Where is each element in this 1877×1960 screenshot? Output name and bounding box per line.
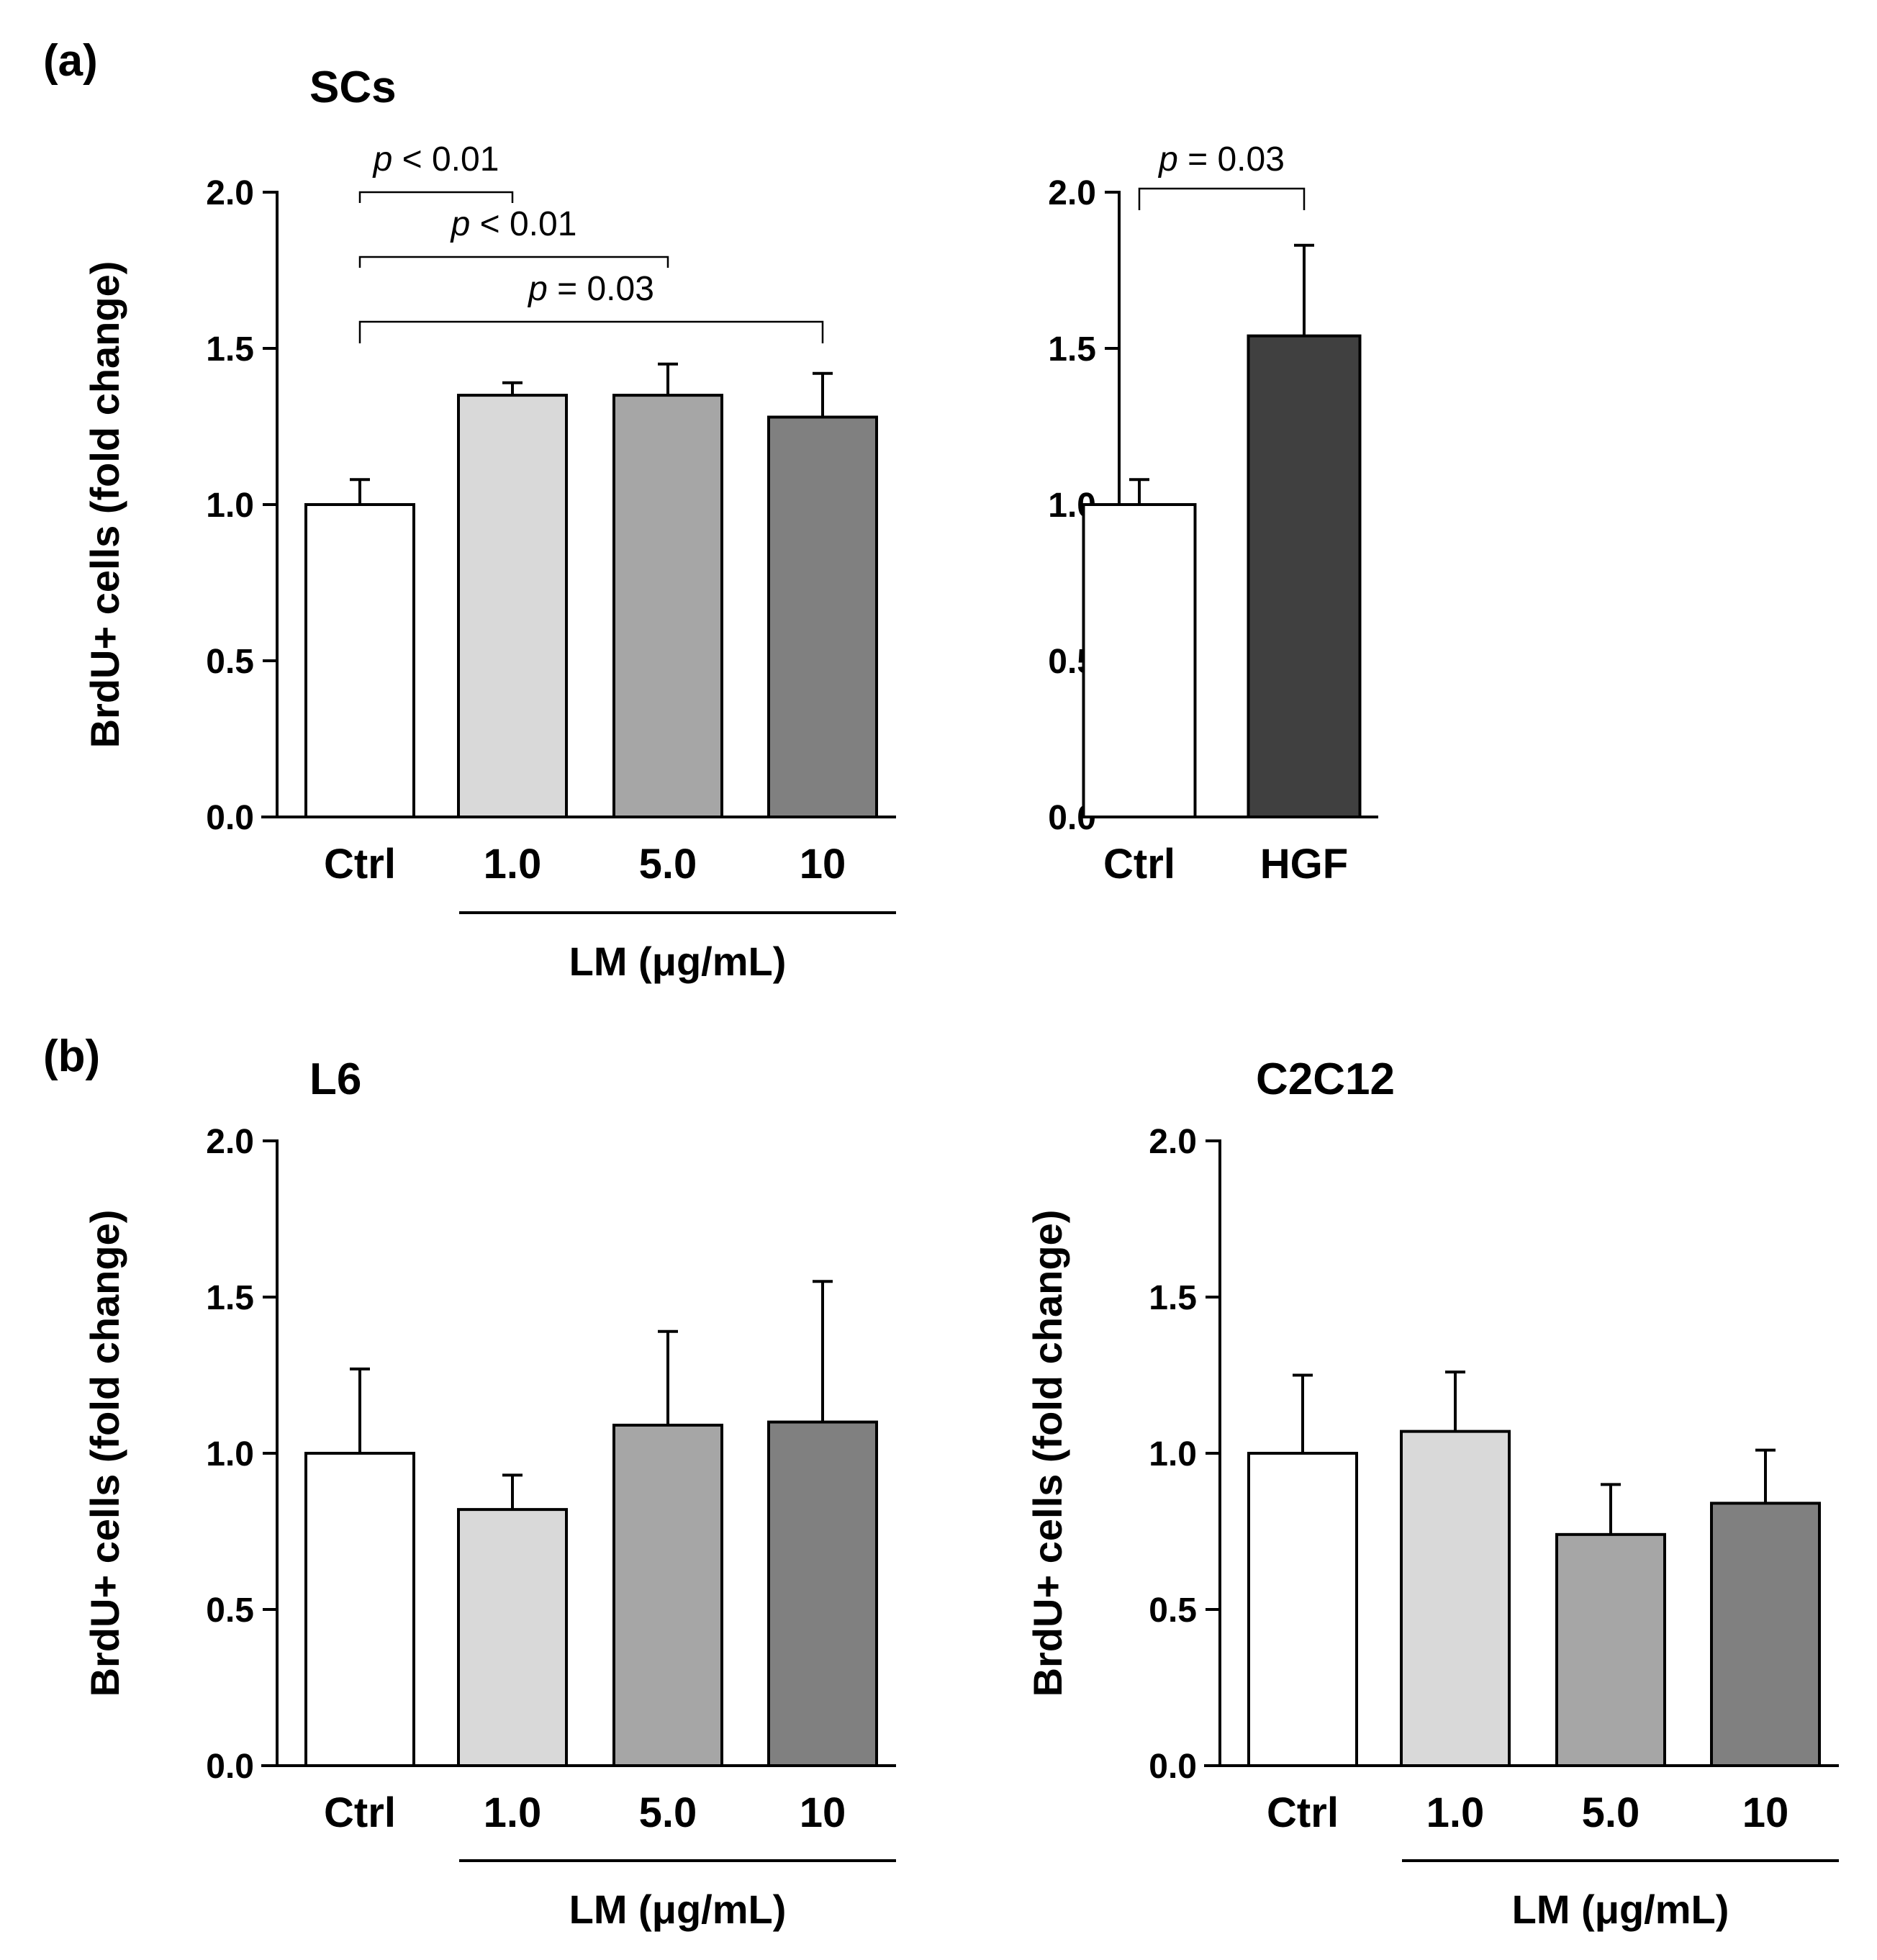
bar-1.0 [457,394,568,818]
bar-Ctrl [1082,503,1197,818]
x-tick-label: 1.0 [484,841,542,888]
x-tick-label: 10 [800,1789,846,1836]
group-label: LM (μg/mL) [569,1887,787,1932]
bar-10 [1710,1501,1821,1767]
y-tick-label: 1.5 [1149,1279,1197,1317]
y-tick-label: 1.5 [206,330,254,369]
panel-label-b: (b) [43,1031,100,1081]
y-tick-label: 1.5 [1048,330,1096,369]
x-tick-label: 5.0 [639,1789,697,1836]
p-value-label: p < 0.01 [372,140,499,179]
x-tick-label: 5.0 [1582,1789,1640,1836]
x-tick-label: 10 [800,841,846,888]
x-tick-label: 10 [1742,1789,1789,1836]
p-value-label: p = 0.03 [1157,140,1285,179]
p-value-label: p = 0.03 [527,270,654,308]
chart-title: L6 [309,1054,361,1104]
y-axis-label: BrdU+ cells (fold change) [82,1210,127,1697]
chart-scs-lm: SCs BrdU+ cells (fold change) 0.0 0.5 1.0 1.5… [82,63,896,984]
y-tick-label: 2.0 [1048,174,1096,212]
significance-bracket [1138,187,1306,210]
y-tick-label: 0.5 [206,1591,254,1630]
group-label: LM (μg/mL) [569,939,787,984]
y-tick-label: 0.5 [206,643,254,681]
chart-title: SCs [309,63,397,112]
chart-title: C2C12 [1256,1054,1395,1104]
bar-Ctrl [304,1452,415,1767]
y-tick-label: 0.0 [206,1748,254,1786]
x-tick-label: Ctrl [1103,841,1175,888]
chart-c2c12: C2C12 BrdU+ cells (fold change) 0.0 0.5 1.0 1… [1025,1054,1839,1932]
y-tick-label: 0.5 [1149,1591,1197,1630]
bar-Ctrl [1247,1452,1358,1767]
y-tick-label: 0.0 [1149,1748,1197,1786]
y-tick-label: 0.0 [206,799,254,837]
bar-5.0 [612,1423,723,1767]
x-tick-label: Ctrl [324,841,396,888]
y-tick-label: 1.0 [206,1435,254,1473]
p-value-label: p < 0.01 [450,205,577,243]
significance-bracket [358,191,514,203]
x-tick-label: Ctrl [324,1789,396,1836]
bar-1.0 [457,1508,568,1768]
y-tick-label: 2.0 [206,174,254,212]
y-tick-label: 2.0 [1149,1123,1197,1161]
x-tick-label: HGF [1260,841,1348,888]
x-tick-label: 1.0 [484,1789,542,1836]
x-tick-label: 1.0 [1426,1789,1485,1836]
y-axis-label: BrdU+ cells (fold change) [1025,1210,1070,1697]
y-tick-label: 2.0 [206,1123,254,1161]
bar-1.0 [1400,1430,1511,1767]
charts-container: SCs BrdU+ cells (fold change) 0.0 0.5 1.0 1.5… [82,63,1839,1932]
y-tick-label: 1.5 [206,1279,254,1317]
y-tick-label: 1.0 [1149,1435,1197,1473]
x-tick-label: 5.0 [639,841,697,888]
significance-bracket [358,256,669,268]
bar-5.0 [1555,1532,1666,1768]
bar-10 [767,415,878,818]
panel-label-a: (a) [43,36,98,86]
bar-HGF [1247,334,1362,818]
bar-10 [767,1420,878,1767]
bar-Ctrl [304,503,415,818]
chart-l6: L6 BrdU+ cells (fold change) 0.0 0.5 1.0 1.5 2… [82,1054,896,1932]
significance-bracket [358,320,824,343]
y-tick-label: 1.0 [206,487,254,525]
y-axis-label: BrdU+ cells (fold change) [82,261,127,749]
x-tick-label: Ctrl [1267,1789,1339,1836]
bar-5.0 [612,394,723,818]
group-label: LM (μg/mL) [1512,1887,1729,1932]
